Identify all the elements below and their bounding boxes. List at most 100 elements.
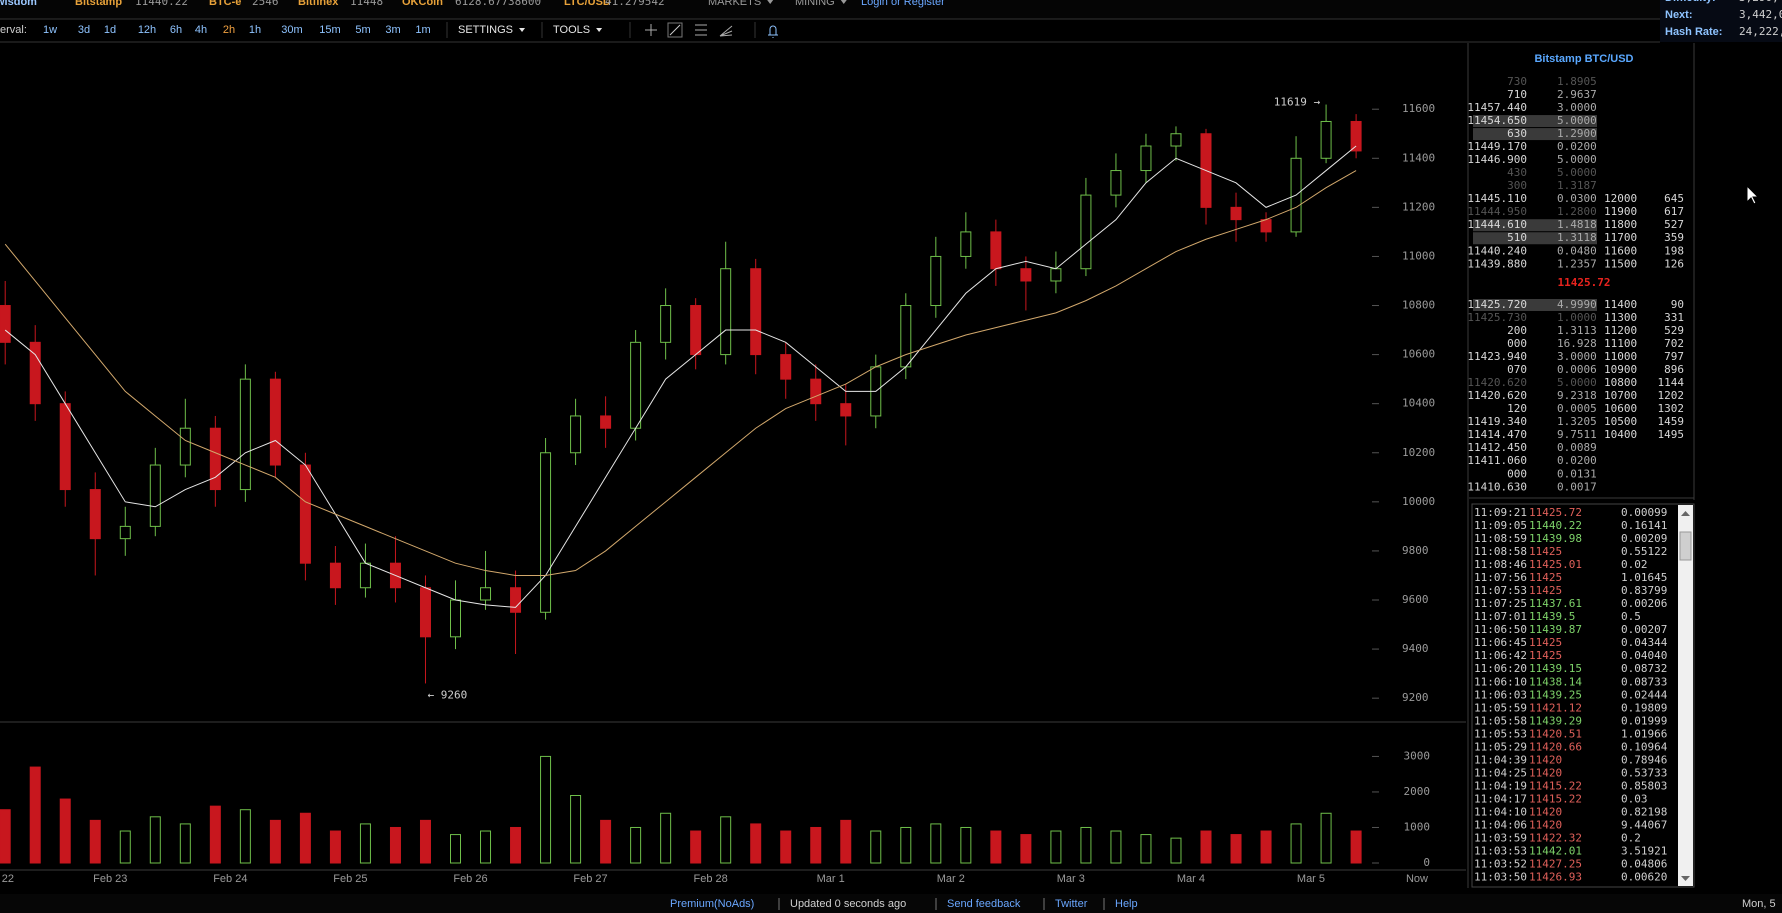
dropdown-caret: [767, 0, 774, 4]
footer-link[interactable]: Premium(NoAds): [670, 898, 754, 910]
interval-button[interactable]: 3d: [78, 24, 90, 36]
order-price[interactable]: 11414.470: [1467, 428, 1527, 441]
order-price[interactable]: 300: [1507, 179, 1527, 192]
order-price[interactable]: 11439.880: [1467, 257, 1527, 270]
interval-button[interactable]: 5m: [355, 24, 370, 36]
order-price[interactable]: 200: [1507, 324, 1527, 337]
volume-bar: [1320, 812, 1332, 864]
order-price[interactable]: 070: [1507, 363, 1527, 376]
order-price[interactable]: 11425.720: [1467, 298, 1527, 311]
tools-menu[interactable]: TOOLS: [553, 24, 590, 36]
order-price[interactable]: 11457.440: [1467, 101, 1527, 114]
interval-button[interactable]: 6h: [170, 24, 182, 36]
order-price[interactable]: 11446.900: [1467, 153, 1527, 166]
scroll-up[interactable]: [1681, 511, 1690, 516]
trade-price: 11440.22: [1529, 519, 1582, 532]
interval-button[interactable]: 1w: [43, 24, 57, 36]
trade-time: 11:08:46: [1474, 558, 1527, 571]
fan-tool[interactable]: [719, 25, 733, 37]
order-price[interactable]: 11420.620: [1467, 376, 1527, 389]
cursor: [1746, 184, 1760, 205]
order-price[interactable]: 11440.240: [1467, 244, 1527, 257]
order-amount: 1.3113: [1557, 324, 1597, 337]
footer-link[interactable]: Send feedback: [947, 898, 1021, 910]
line-tool[interactable]: [667, 22, 683, 38]
trade-amount: 0.2: [1621, 832, 1641, 845]
order-price[interactable]: 11423.940: [1467, 350, 1527, 363]
alert-tool[interactable]: [768, 25, 778, 38]
candle-body: [450, 599, 461, 638]
interval-button[interactable]: 3m: [385, 24, 400, 36]
interval-button[interactable]: 30m: [281, 24, 302, 36]
scroll-down[interactable]: [1681, 876, 1690, 881]
volume-bar: [690, 830, 702, 864]
trade-amount: 0.04806: [1621, 858, 1667, 871]
volume-bar: [630, 826, 642, 864]
order-price[interactable]: 11420.620: [1467, 389, 1527, 402]
footer-link[interactable]: Twitter: [1055, 898, 1088, 910]
footer-link[interactable]: Help: [1115, 898, 1138, 910]
order-price[interactable]: 120: [1507, 402, 1527, 415]
scrollbar-thumb[interactable]: [1679, 531, 1692, 561]
y-tick-label: 9600: [1402, 593, 1429, 606]
depth-price: 10700: [1604, 389, 1637, 402]
settings-menu[interactable]: SETTINGS: [458, 24, 513, 36]
candle-body: [960, 231, 972, 257]
orderbook-highlight: [1473, 219, 1597, 232]
x-tick-label: Mar 2: [937, 873, 965, 885]
order-price[interactable]: 000: [1507, 337, 1527, 350]
order-amount: 0.0006: [1557, 363, 1597, 376]
order-price[interactable]: 000: [1507, 467, 1527, 480]
trade-time: 11:05:58: [1474, 714, 1527, 727]
order-price[interactable]: 11425.730: [1467, 311, 1527, 324]
order-price[interactable]: 11410.630: [1467, 480, 1527, 493]
order-price[interactable]: 11419.340: [1467, 415, 1527, 428]
volume-bar: [960, 826, 972, 864]
menu[interactable]: MINING: [795, 0, 835, 8]
line-tool-icon: [669, 24, 681, 36]
order-price[interactable]: 11412.450: [1467, 441, 1527, 454]
menu[interactable]: MARKETS: [708, 0, 761, 8]
trade-time: 11:06:50: [1474, 623, 1527, 636]
x-tick-label: Feb 23: [93, 873, 127, 885]
volume-bar: [510, 826, 522, 864]
crosshair-tool[interactable]: [645, 24, 657, 36]
interval-button[interactable]: 12h: [138, 24, 156, 36]
order-price[interactable]: 11445.110: [1467, 192, 1527, 205]
orderbook-highlight: [1473, 299, 1597, 311]
volume-bar: [810, 826, 822, 864]
order-price[interactable]: 11454.650: [1467, 114, 1527, 127]
order-price[interactable]: 710: [1507, 88, 1527, 101]
order-price[interactable]: 11449.170: [1467, 140, 1527, 153]
order-price[interactable]: 11444.610: [1467, 218, 1527, 231]
depth-price: 10900: [1604, 363, 1637, 376]
order-price[interactable]: 630: [1507, 127, 1527, 140]
trade-price: 11425.72: [1529, 506, 1582, 519]
order-price[interactable]: 11411.060: [1467, 454, 1527, 467]
ticker-name: LTC/USD: [564, 0, 611, 8]
volume-bar: [119, 830, 131, 864]
interval-button[interactable]: 1h: [249, 24, 261, 36]
candle-body: [1080, 194, 1092, 270]
y-tick-label: 11000: [1402, 249, 1435, 262]
interval-button[interactable]: 1m: [415, 24, 430, 36]
candle-body: [1230, 206, 1242, 221]
order-amount: 5.0000: [1557, 153, 1597, 166]
interval-button[interactable]: 4h: [195, 24, 207, 36]
order-price[interactable]: 510: [1507, 231, 1527, 244]
fib-tool[interactable]: [695, 24, 707, 36]
interval-button[interactable]: 15m: [319, 24, 340, 36]
order-price[interactable]: 11444.950: [1467, 205, 1527, 218]
order-price[interactable]: 730: [1507, 75, 1527, 88]
trade-time: 11:05:29: [1474, 740, 1527, 753]
dropdown-caret: [840, 0, 847, 4]
login-link[interactable]: Login or Register: [861, 0, 945, 8]
volume-bar: [1170, 837, 1182, 864]
depth-sum: 702: [1664, 337, 1684, 350]
interval-button[interactable]: 1d: [104, 24, 116, 36]
interval-button[interactable]: 2h: [223, 24, 235, 36]
candle-body: [89, 489, 101, 540]
order-price[interactable]: 430: [1507, 166, 1527, 179]
